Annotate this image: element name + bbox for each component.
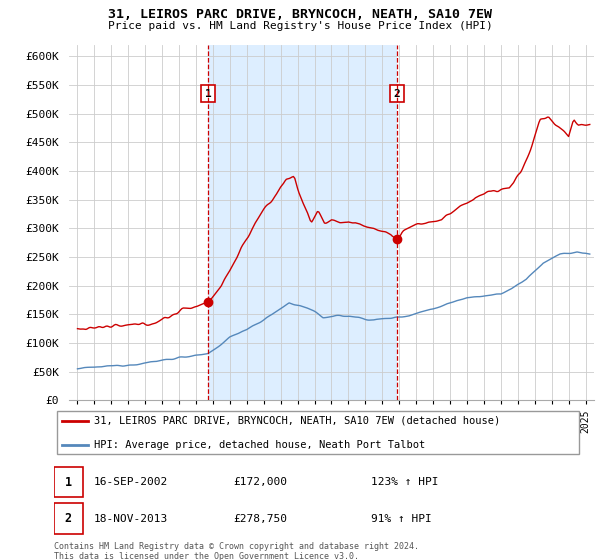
FancyBboxPatch shape — [56, 411, 580, 454]
Text: 91% ↑ HPI: 91% ↑ HPI — [371, 514, 431, 524]
Text: 2: 2 — [394, 88, 400, 99]
Text: HPI: Average price, detached house, Neath Port Talbot: HPI: Average price, detached house, Neat… — [94, 440, 425, 450]
Text: 123% ↑ HPI: 123% ↑ HPI — [371, 477, 438, 487]
Text: 1: 1 — [65, 475, 72, 489]
Text: 31, LEIROS PARC DRIVE, BRYNCOCH, NEATH, SA10 7EW: 31, LEIROS PARC DRIVE, BRYNCOCH, NEATH, … — [108, 8, 492, 21]
Text: 16-SEP-2002: 16-SEP-2002 — [94, 477, 168, 487]
Text: £172,000: £172,000 — [233, 477, 287, 487]
Text: 2: 2 — [65, 512, 72, 525]
Text: 1: 1 — [205, 88, 211, 99]
Text: £278,750: £278,750 — [233, 514, 287, 524]
Text: 31, LEIROS PARC DRIVE, BRYNCOCH, NEATH, SA10 7EW (detached house): 31, LEIROS PARC DRIVE, BRYNCOCH, NEATH, … — [94, 416, 500, 426]
Text: 18-NOV-2013: 18-NOV-2013 — [94, 514, 168, 524]
Text: Price paid vs. HM Land Registry's House Price Index (HPI): Price paid vs. HM Land Registry's House … — [107, 21, 493, 31]
Text: Contains HM Land Registry data © Crown copyright and database right 2024.
This d: Contains HM Land Registry data © Crown c… — [54, 542, 419, 560]
Bar — [208, 45, 397, 400]
FancyBboxPatch shape — [54, 467, 83, 497]
FancyBboxPatch shape — [54, 503, 83, 534]
